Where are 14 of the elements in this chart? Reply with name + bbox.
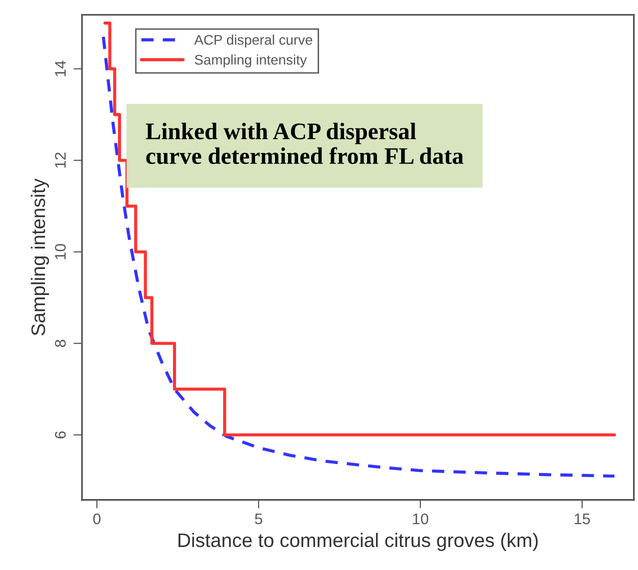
x-tick-label: 15 bbox=[574, 514, 590, 524]
y-tick-label: 10 bbox=[54, 244, 66, 260]
legend-label: ACP disperal curve bbox=[194, 34, 312, 48]
y-tick-label: 8 bbox=[54, 340, 66, 347]
x-tick-label: 5 bbox=[254, 514, 262, 524]
legend-label: Sampling intensity bbox=[194, 54, 307, 68]
x-tick-label: 10 bbox=[413, 513, 428, 524]
y-tick-label: 12 bbox=[54, 152, 66, 168]
y-tick-label: 6 bbox=[54, 431, 66, 438]
y-axis-title: Sampling intensity bbox=[30, 178, 49, 336]
y-tick-label: 14 bbox=[55, 60, 66, 76]
annotation: Linked with ACP dispersal curve determined from FL data bbox=[146, 122, 464, 164]
x-axis-title: Distance to commercial citrus groves (km) bbox=[178, 532, 538, 552]
x-tick-label: 0 bbox=[93, 513, 101, 524]
